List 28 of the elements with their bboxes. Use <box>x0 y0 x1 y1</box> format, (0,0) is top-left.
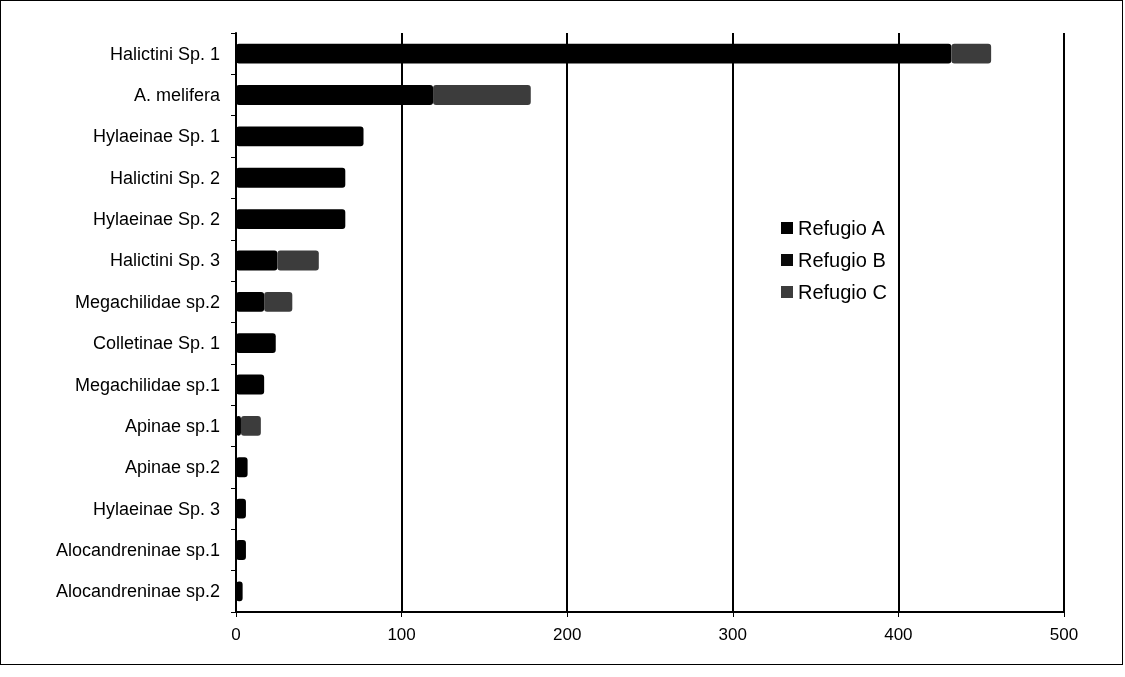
y-tick-label: Megachilidae sp.2 <box>74 291 220 312</box>
bar <box>433 85 531 105</box>
x-tick-label: 300 <box>718 625 747 644</box>
y-tick-label: Hylaeinae Sp. 2 <box>92 209 220 230</box>
y-tick-label: Apinae sp.2 <box>124 457 220 478</box>
y-tick-label: Halictini Sp. 2 <box>109 167 220 188</box>
bar <box>277 250 319 271</box>
x-tick-label: 500 <box>1049 625 1079 644</box>
y-tick-label: Megachilidae sp.1 <box>74 374 220 395</box>
x-tick-label: 100 <box>387 625 416 644</box>
legend-label: Refugio A <box>798 217 886 239</box>
x-tick-label: 0 <box>231 625 241 644</box>
y-tick-label: Hylaeinae Sp. 1 <box>92 126 220 147</box>
y-tick-label: Halictini Sp. 3 <box>109 250 220 271</box>
legend-label: Refugio C <box>798 281 887 303</box>
bar <box>264 291 293 312</box>
bar <box>240 415 261 436</box>
y-tick-label: A. melifera <box>133 85 221 106</box>
y-tick-label: Hylaeinae Sp. 3 <box>92 498 220 519</box>
y-tick-label: Alocandreninae sp.1 <box>55 539 220 560</box>
y-tick-label: Apinae sp.1 <box>124 415 220 436</box>
bar <box>951 43 992 64</box>
x-tick-label: 200 <box>553 625 582 644</box>
legend-label: Refugio B <box>798 249 886 271</box>
y-tick-label: Alocandreninae sp.2 <box>55 581 220 602</box>
x-tick-label: 400 <box>884 625 913 644</box>
y-tick-label: Colletinae Sp. 1 <box>92 333 220 354</box>
y-tick-label: Halictini Sp. 1 <box>109 43 220 64</box>
